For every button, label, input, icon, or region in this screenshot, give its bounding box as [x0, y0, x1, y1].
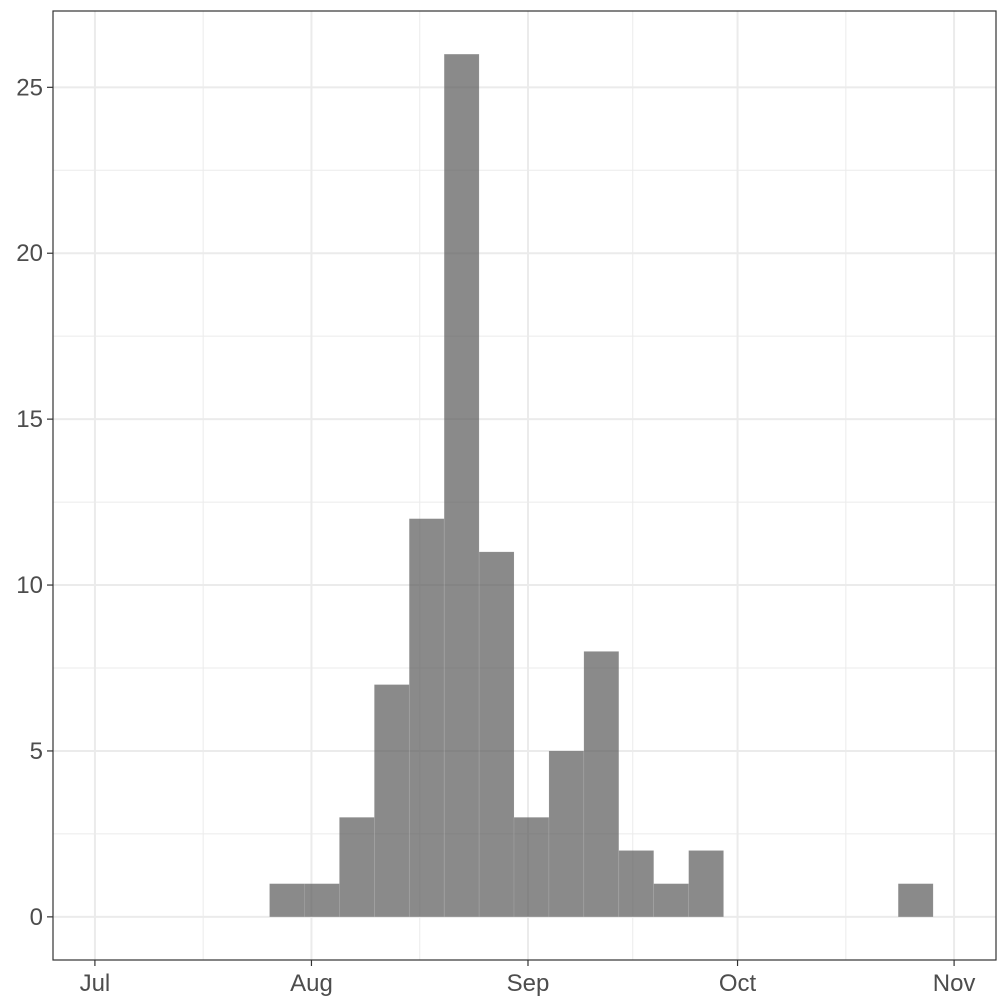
histogram-bar: [339, 817, 375, 918]
x-tick-label: Jul: [80, 970, 111, 997]
y-tick-label: 15: [16, 406, 43, 433]
histogram-bar: [374, 684, 410, 918]
y-tick-label: 5: [30, 738, 43, 765]
x-tick-label: Sep: [507, 970, 550, 997]
y-tick-label: 10: [16, 572, 43, 599]
histogram-bar: [408, 518, 445, 918]
plot-panel-border: [52, 10, 997, 961]
histogram-bar: [269, 883, 305, 918]
histogram-bars: [269, 53, 934, 918]
x-tick-label: Nov: [933, 970, 976, 997]
histogram-bar: [513, 817, 550, 918]
histogram-bar: [618, 850, 655, 918]
axes: Jul Aug Sep Oct Nov 0 5 10 15 20 25: [16, 74, 975, 997]
x-tick-label: Oct: [719, 970, 757, 997]
histogram-bar: [688, 850, 724, 918]
histogram-bar: [548, 750, 585, 918]
y-tick-label: 20: [16, 240, 43, 267]
y-tick-label: 0: [30, 904, 43, 931]
histogram-bar: [897, 883, 934, 918]
histogram-bar: [304, 883, 340, 918]
x-tick-label: Aug: [290, 970, 333, 997]
histogram-bar: [653, 883, 689, 918]
histogram-bar: [443, 53, 480, 918]
histogram-bar: [478, 551, 515, 918]
y-tick-label: 25: [16, 74, 43, 101]
histogram-bar: [583, 651, 620, 918]
